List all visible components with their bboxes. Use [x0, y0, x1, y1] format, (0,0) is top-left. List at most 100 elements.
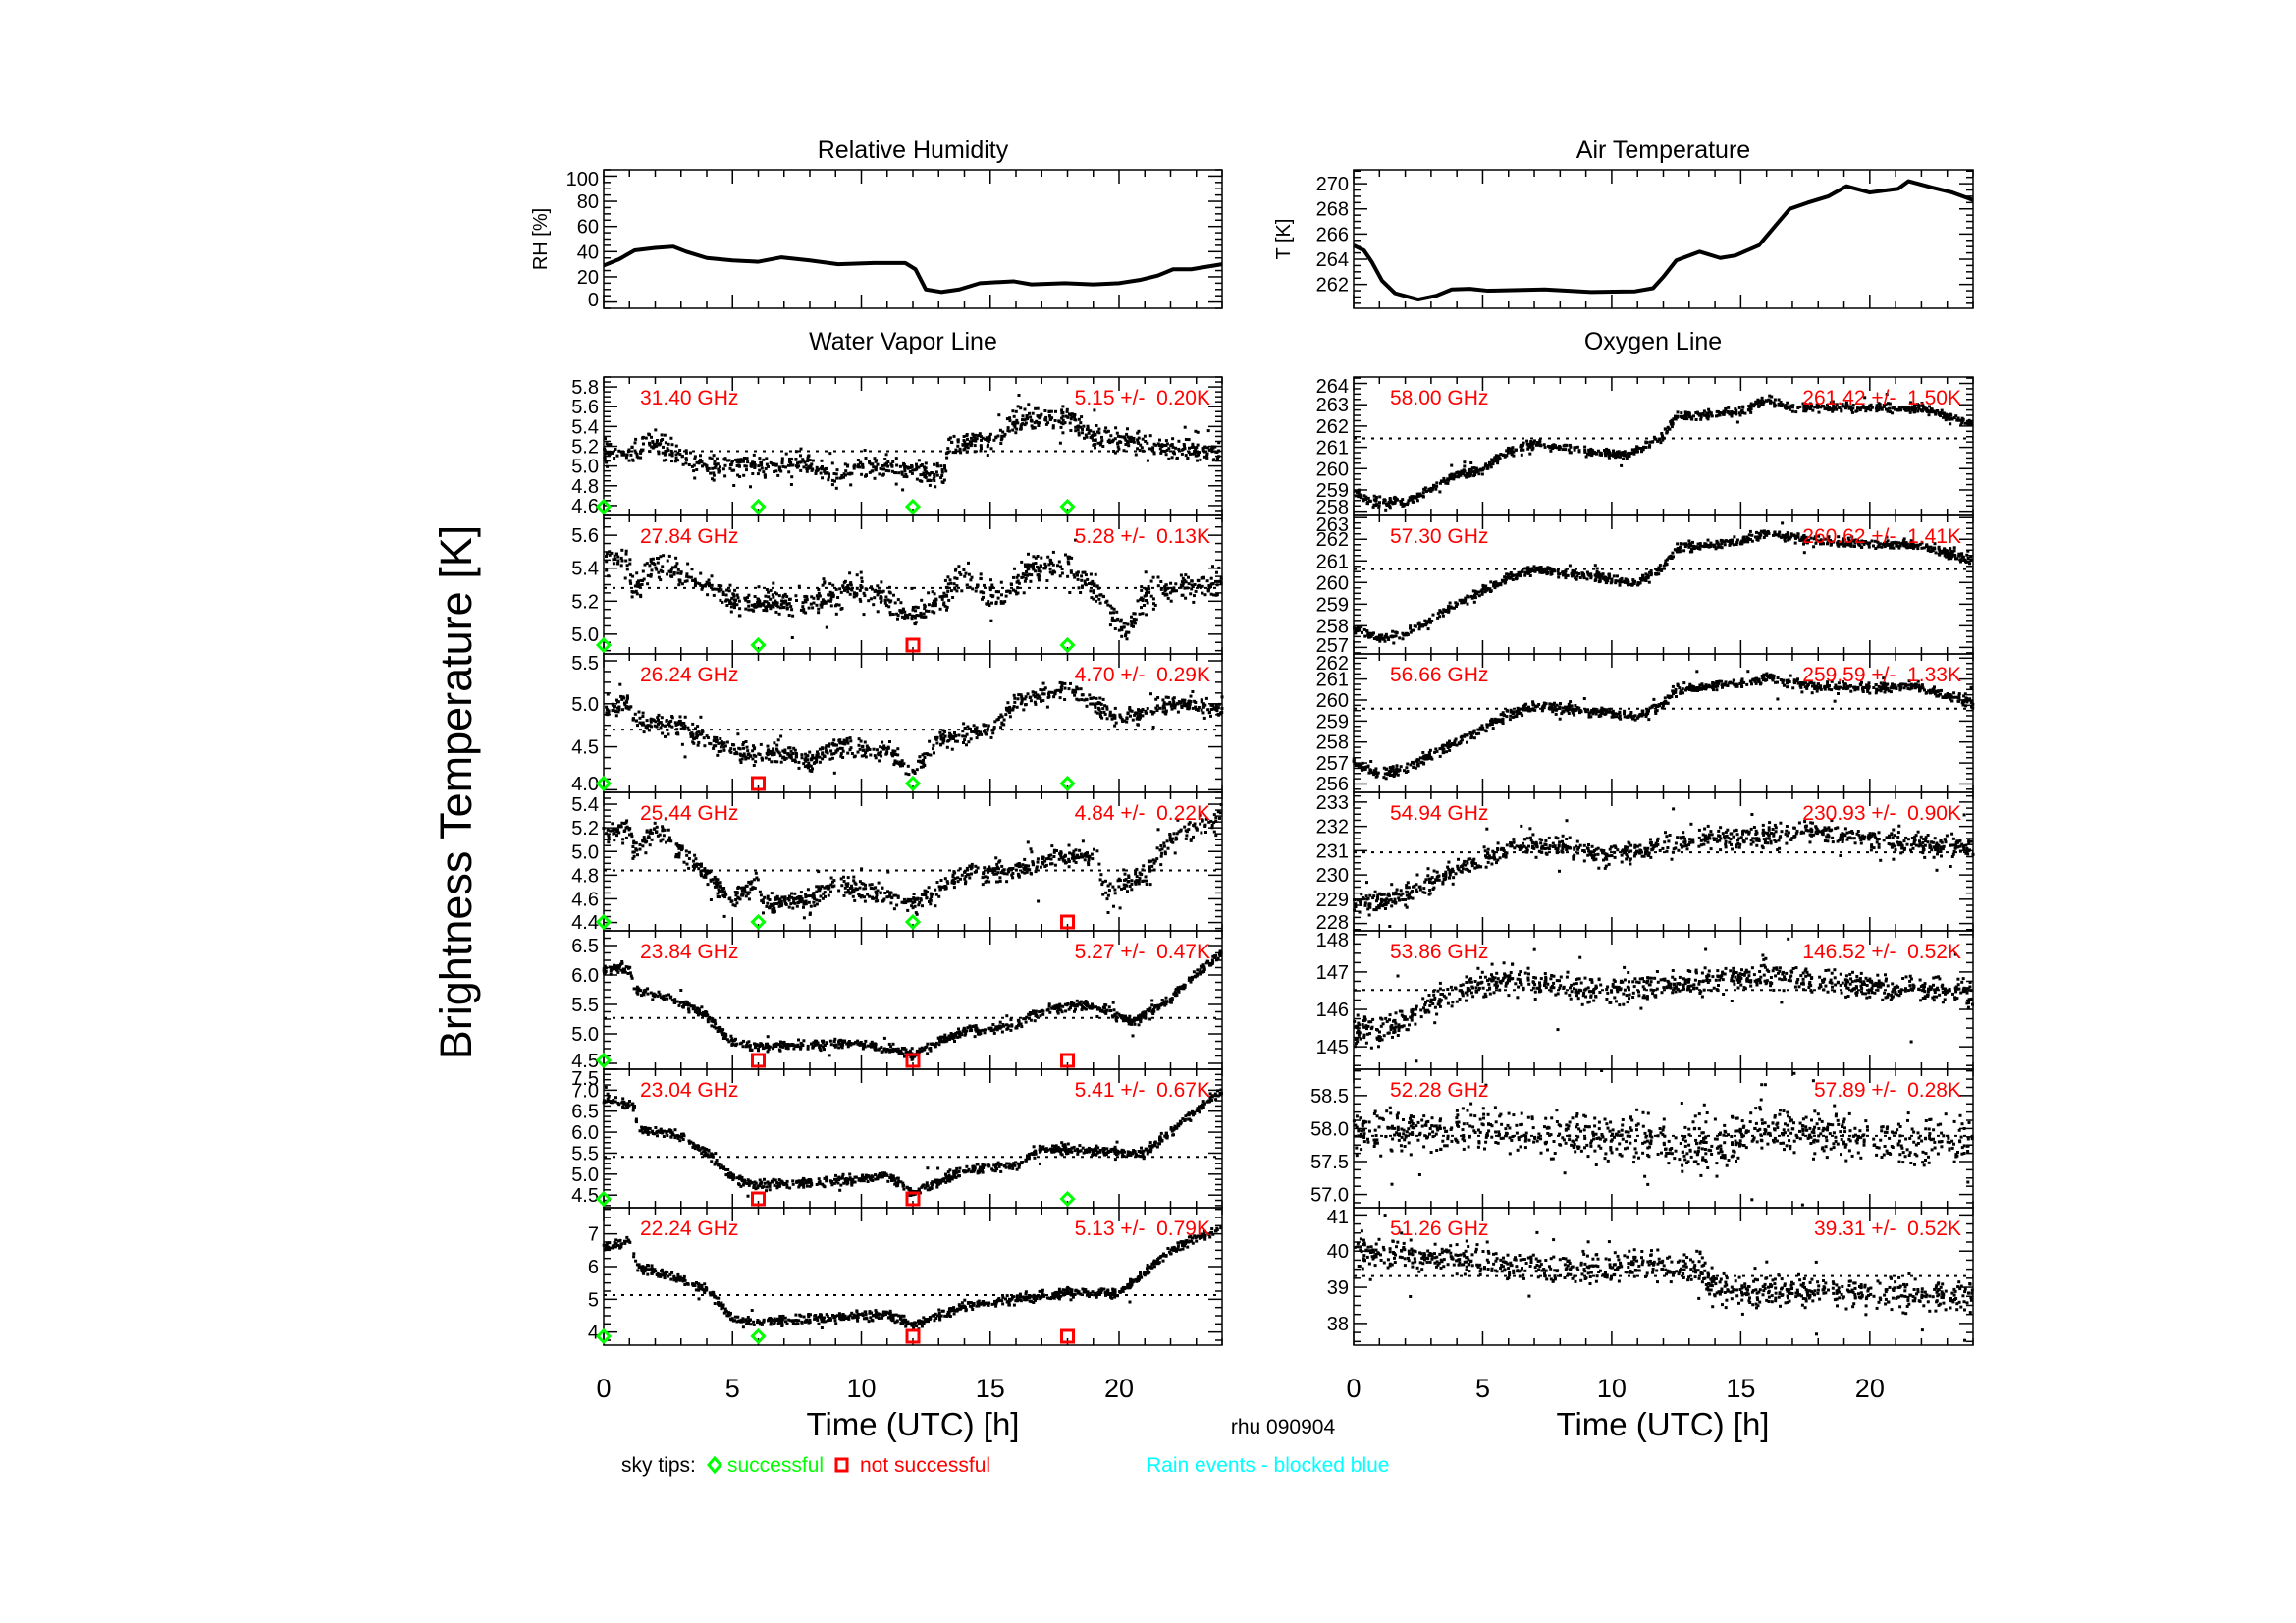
data-point [1191, 706, 1195, 710]
data-point [769, 605, 773, 609]
data-point [683, 579, 687, 583]
y-tick-label: 0 [588, 290, 599, 311]
data-point [769, 460, 773, 464]
data-point [1002, 723, 1006, 727]
data-point [835, 476, 839, 480]
data-point [1071, 853, 1075, 857]
data-point [1052, 850, 1056, 854]
data-point [631, 856, 635, 860]
data-point [840, 884, 844, 888]
data-point [1035, 693, 1039, 697]
data-point [888, 600, 892, 604]
data-point [1219, 582, 1223, 585]
data-point [1001, 871, 1005, 875]
data-point [664, 734, 667, 738]
data-point [840, 1040, 844, 1044]
data-point [787, 463, 790, 467]
sky-tip-fail-marker [751, 776, 766, 791]
data-point [872, 603, 876, 607]
data-point [823, 599, 827, 603]
data-point [1063, 686, 1067, 690]
data-point [1081, 431, 1084, 435]
data-point [964, 1032, 968, 1036]
data-point [988, 865, 991, 869]
data-point [828, 593, 831, 597]
data-point [846, 882, 850, 886]
data-point [1187, 582, 1191, 586]
data-point [1182, 703, 1186, 707]
data-point [1205, 454, 1209, 458]
data-point [799, 608, 803, 612]
data-point [985, 602, 988, 606]
data-point [607, 443, 610, 447]
sky-tip-success-marker [904, 498, 922, 515]
data-point [931, 604, 934, 608]
data-point [970, 865, 974, 869]
data-point [700, 874, 704, 878]
data-point [945, 1036, 949, 1040]
data-point [696, 581, 699, 585]
data-point [1046, 421, 1050, 425]
data-point [657, 713, 661, 717]
data-point [1116, 434, 1120, 438]
data-point [1000, 715, 1004, 719]
data-point [1085, 704, 1089, 708]
data-point [837, 738, 841, 742]
data-point [649, 574, 653, 578]
data-point [968, 1024, 972, 1028]
data-point [884, 595, 888, 599]
data-point [994, 602, 998, 606]
data-point [988, 432, 992, 436]
data-point [914, 605, 918, 609]
data-point [1101, 880, 1105, 884]
data-point [1063, 421, 1067, 425]
data-point [972, 439, 976, 442]
data-point [738, 747, 742, 751]
data-point [857, 737, 861, 741]
data-point [1151, 858, 1155, 862]
data-point [628, 827, 632, 831]
data-point [1027, 403, 1031, 406]
data-point [1052, 855, 1056, 858]
data-point [1024, 565, 1028, 568]
data-point [603, 447, 607, 451]
data-point [968, 585, 972, 589]
data-point [999, 726, 1003, 730]
data-point [1084, 852, 1088, 856]
channel-panel-3140: 4.64.85.05.25.45.65.8 31.40 GHz 5.15 +/- 0… [571, 376, 1223, 517]
data-point [947, 738, 951, 742]
data-point [693, 455, 697, 459]
data-point [771, 601, 774, 605]
data-point [1166, 846, 1170, 850]
data-point [764, 607, 768, 611]
data-point [833, 1037, 837, 1041]
data-point [1077, 424, 1081, 428]
data-point [748, 891, 752, 894]
data-point [854, 887, 858, 891]
data-point [1145, 613, 1148, 617]
data-point [1139, 1015, 1142, 1019]
data-point [634, 841, 638, 845]
data-point [973, 444, 977, 448]
data-point [837, 1046, 841, 1050]
data-point [1080, 1003, 1084, 1007]
data-point [897, 471, 901, 475]
data-point [1027, 552, 1030, 556]
data-point [828, 742, 831, 746]
data-point [788, 458, 791, 460]
data-point [1207, 448, 1211, 452]
data-point [622, 822, 626, 825]
data-point [695, 864, 699, 868]
data-point [770, 892, 774, 895]
data-point [820, 600, 824, 604]
data-point [722, 890, 726, 893]
y-tick-label: 5.4 [571, 794, 599, 816]
data-point [642, 989, 646, 993]
data-point [716, 462, 720, 466]
data-point [1170, 589, 1174, 593]
data-point [815, 890, 819, 893]
data-point [945, 605, 949, 609]
data-point [818, 1044, 822, 1048]
data-point [938, 595, 942, 599]
data-point [645, 830, 649, 834]
